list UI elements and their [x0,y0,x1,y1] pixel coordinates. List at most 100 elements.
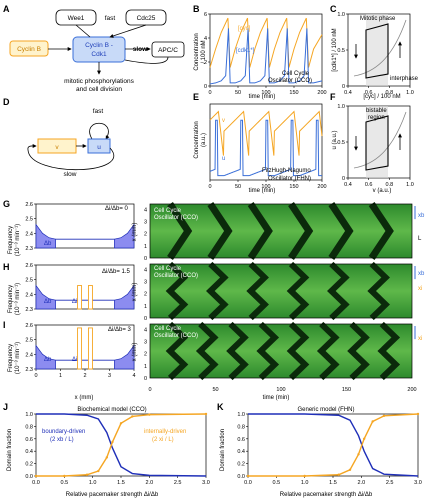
panel-j-line-internal [36,413,207,477]
panel-c-label-bottom: interphase [390,76,419,82]
panel-i-ytick-label: 2.5 [25,338,33,344]
panel-j-point-internal [105,456,109,459]
kymo-1-L: L [418,236,422,242]
panel-c-plot: 0.4 0.6 0.8 1.0 0 0.5 1.0 [337,12,413,96]
kymo-3-xi: xi [418,336,422,342]
panel-e-xtick-label: 150 [289,184,298,190]
kymo-xlabel: time (min) [263,395,290,401]
v-label-d: v [55,144,59,151]
panel-e-xtick-label: 200 [317,184,326,190]
panel-d-network: fast v u slow [27,108,114,178]
panel-k-point-internal [357,453,360,456]
panel-k-xtick-label: 2.0 [358,480,366,486]
kymo-1-ytick-label: 4 [144,207,147,213]
kymo-2-ytick-label: 1 [144,304,147,310]
panel-j-xtick-label: 1.0 [89,480,97,486]
panel-g-ytick-label: 2.4 [25,231,33,237]
panel-b-caption-2: Oscillator (CCO) [268,78,312,84]
panel-f-ylabel: u (a.u.) [332,130,338,149]
panel-b-xtick-label: 200 [317,90,326,96]
cyclin-cdk1-label-2: Cdk1 [91,51,107,58]
panel-g-boundary-left [35,223,56,249]
h-label: Δi/Δb= 1.5 [102,269,131,275]
panel-b-xtick-label: 50 [235,90,241,96]
panel-letter-k: K [217,402,224,412]
kymo-1-wave [247,202,273,260]
panel-k-xtick-label: 1.5 [329,480,337,486]
panel-f-label-2: region [368,115,385,121]
panel-k-xtick-label: 2.5 [386,480,394,486]
panel-k-point-internal [348,468,352,471]
kymo-xtick-label: 100 [276,387,285,393]
kymo-2-xi: xi [418,286,422,292]
kymo-3-ytick-label: 4 [144,327,147,333]
slow-label-d: slow [63,171,76,178]
slow-label-a: slow [133,46,148,53]
panel-b-caption-1: Cell Cycle [282,71,310,77]
panel-k-xtick-label: 3.0 [414,480,422,486]
panel-j-point-internal [119,422,123,425]
wee1-label: Wee1 [68,15,85,22]
kymo-3-background [150,324,412,378]
kymo-1-ytick-label: 0 [144,256,147,262]
panel-k-line-boundary [248,413,419,477]
panel-e-series-u: u [222,156,225,162]
kymo-3-wave [316,321,340,381]
panel-f-plot: 0.4 0.6 0.8 1.0 0 0.5 1.0 [337,104,413,188]
panel-b-series-u: [cdk1*] [236,48,255,54]
kymo-3-wave [226,321,249,381]
panel-j-xtick-label: 2.0 [146,480,154,486]
panel-c-label-top: Mitotic phase [360,16,396,22]
panel-j-title: Biochemical model (CCO) [77,407,146,413]
kymo-2-frame [149,263,413,319]
panel-g-ytick-label: 2.3 [25,246,33,252]
kymo-1-ylabel: x (mm) [132,223,138,242]
kymo-2-wave [286,261,310,321]
panel-j-boundary-1: boundary-driven [42,429,85,435]
panel-c-ytick-label: 1.0 [337,12,345,18]
panel-i-ytick-label: 2.3 [25,367,33,373]
panel-letter-j: J [3,402,8,412]
panel-b-ytick-label: 2 [204,60,207,66]
panel-g-ytick-label: 2.6 [25,202,33,208]
i-delta-i: Δi [72,357,77,363]
panel-i-boundary-left [35,344,56,370]
kymo-2-ytick-label: 3 [144,280,147,286]
panel-i-pacemaker-bar [87,327,93,370]
panel-f-ytick-label: 0 [342,176,345,182]
panel-j-ytick-label: 0.6 [25,437,33,443]
kymo-3-wave [256,321,280,381]
panel-k-ytick-label: 0.0 [237,474,245,480]
panel-f-xtick-label: 1.0 [406,182,414,188]
g-ylabel-2: (10⁻³ min⁻¹) [15,224,21,256]
kymo-2-title-1: Cell Cycle [154,266,182,272]
kymo-3-ytick-label: 0 [144,376,147,382]
panel-j-xlabel: Relative pacemaker strength Δi/Δb [66,492,159,498]
panel-c-ytick-label: 0.5 [337,48,345,54]
kymo-1-frame [149,203,413,259]
kymo-3-wave [377,321,401,381]
g-label: Δi/Δb= 0 [105,206,129,212]
panel-j-line-boundary [36,413,207,477]
kymo-2-wave [206,261,229,321]
kymo-3-wave [286,321,310,381]
kymo-2-title-2: Oscillator (CCO) [154,273,198,279]
kymo-3-title-1: Cell Cycle [154,326,182,332]
panel-j-ylabel: Domain fraction [7,429,13,471]
panel-c-xtick-label: 0.8 [386,90,394,96]
panel-j-point-internal [34,474,38,478]
panel-c-xlabel: [cyc] / 100 nM [363,94,400,100]
panel-k-point-internal [382,414,386,418]
kymo-1-wave [167,202,193,260]
cdc25-label: Cdc25 [137,15,156,22]
panel-j-point-internal [204,412,208,416]
self-loop-u [89,122,110,140]
panel-j-point-internal [63,474,66,478]
panel-k-line-internal [248,413,419,477]
output-label-1: mitotic phosphorylations [64,78,134,85]
h-ylabel-2: (10⁻³ min⁻¹) [15,283,21,315]
panel-h-ytick-label: 2.4 [25,292,33,298]
kymo-1-background [150,204,412,258]
kymo-2-wave [165,261,189,321]
panel-b-ytick-label: 0 [204,84,207,90]
